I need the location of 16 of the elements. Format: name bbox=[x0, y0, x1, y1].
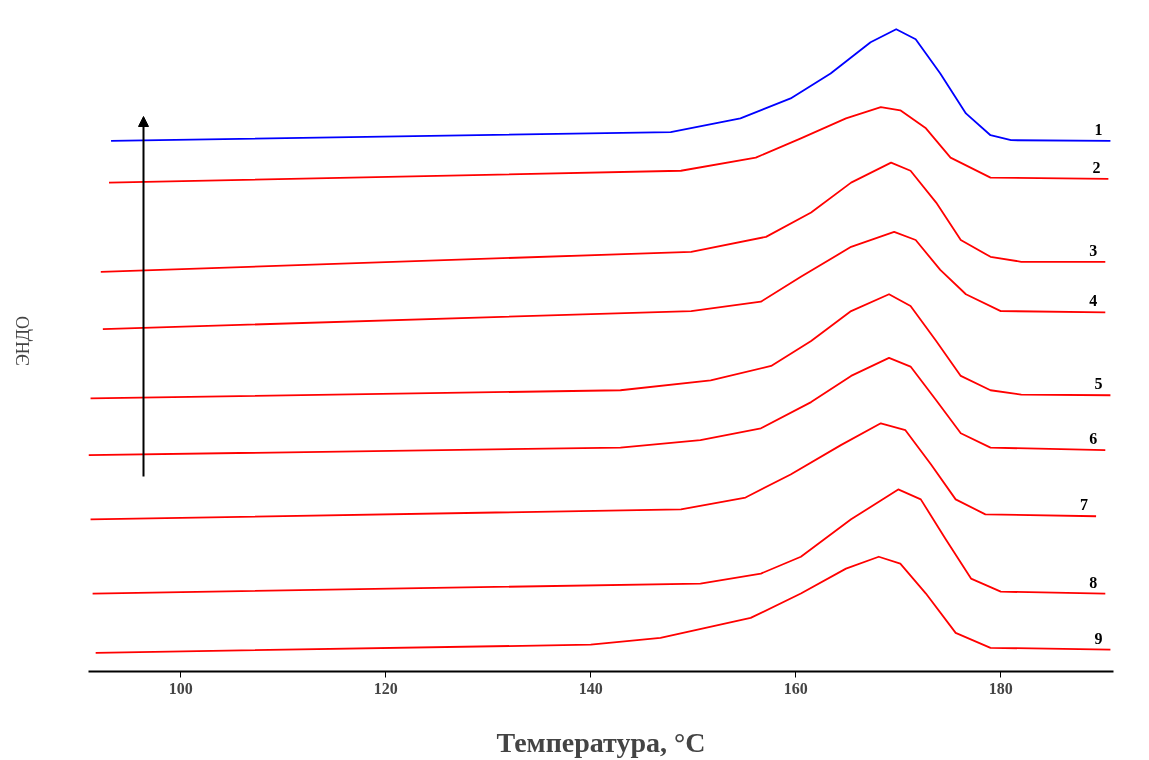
series-label: 4 bbox=[1089, 292, 1098, 310]
y-axis-title: ЭНДО bbox=[12, 315, 33, 367]
series-label: 3 bbox=[1089, 241, 1098, 259]
series-label: 7 bbox=[1080, 496, 1089, 514]
x-axis-title: Температура, °C bbox=[496, 726, 706, 758]
x-tick-label: 180 bbox=[988, 679, 1013, 697]
series-label: 5 bbox=[1094, 375, 1103, 393]
series-label: 6 bbox=[1089, 430, 1098, 448]
x-tick-label: 160 bbox=[783, 679, 808, 697]
series-label: 2 bbox=[1092, 158, 1101, 176]
x-tick-label: 120 bbox=[373, 679, 398, 697]
x-tick-label: 140 bbox=[578, 679, 603, 697]
x-tick-label: 100 bbox=[168, 679, 193, 697]
series-label: 8 bbox=[1089, 573, 1098, 591]
series-label: 9 bbox=[1094, 629, 1103, 647]
series-label: 1 bbox=[1094, 120, 1103, 138]
